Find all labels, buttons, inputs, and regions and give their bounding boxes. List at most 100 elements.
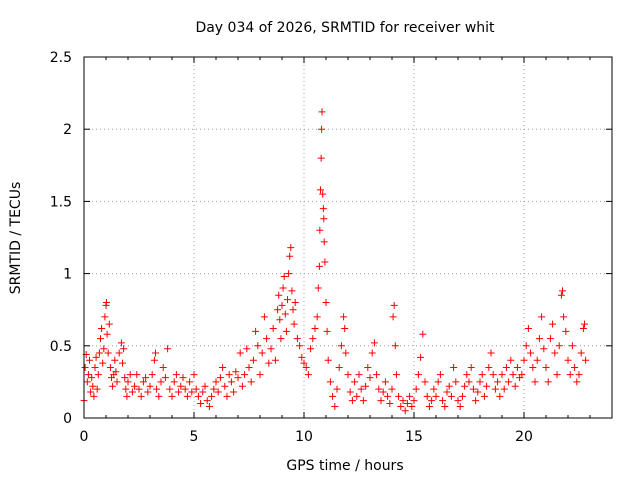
- data-point: [133, 371, 141, 379]
- data-point: [340, 313, 348, 321]
- data-point: [454, 397, 462, 405]
- data-point: [443, 388, 451, 396]
- data-point: [527, 349, 535, 357]
- data-point: [307, 345, 315, 353]
- data-point: [302, 363, 310, 371]
- data-point: [142, 374, 150, 382]
- data-point: [368, 349, 376, 357]
- data-point: [111, 356, 119, 364]
- data-point: [386, 400, 394, 408]
- x-tick-label: 0: [80, 429, 89, 445]
- data-point: [128, 388, 136, 396]
- data-point: [197, 400, 205, 408]
- data-point: [419, 330, 427, 338]
- data-point: [557, 291, 565, 299]
- data-point: [281, 310, 289, 318]
- data-point: [225, 371, 233, 379]
- data-point: [126, 371, 134, 379]
- data-point: [170, 378, 178, 386]
- data-point: [205, 402, 213, 410]
- data-point: [533, 356, 541, 364]
- data-point: [135, 385, 143, 393]
- data-point: [93, 385, 101, 393]
- data-point: [277, 335, 285, 343]
- data-point: [401, 407, 409, 415]
- data-point: [271, 356, 279, 364]
- data-point: [582, 356, 590, 364]
- data-point: [317, 154, 325, 162]
- data-point: [87, 388, 95, 396]
- data-point: [86, 356, 93, 364]
- data-point: [291, 298, 299, 306]
- data-point: [181, 385, 189, 393]
- data-point: [389, 313, 397, 321]
- data-point: [186, 378, 194, 386]
- data-point: [282, 327, 290, 335]
- data-point: [509, 371, 517, 379]
- data-point: [103, 330, 111, 338]
- data-point: [428, 397, 436, 405]
- data-point: [99, 359, 107, 367]
- y-tick-label: 2: [63, 122, 72, 138]
- data-point: [276, 316, 284, 324]
- data-point: [300, 359, 308, 367]
- data-point: [155, 392, 163, 400]
- data-point: [223, 392, 231, 400]
- data-point: [461, 382, 469, 390]
- data-point: [441, 402, 449, 410]
- data-point: [421, 378, 429, 386]
- data-point: [436, 371, 444, 379]
- data-point: [119, 359, 126, 367]
- data-point: [146, 382, 154, 390]
- plot-frame: [83, 56, 613, 419]
- data-point: [472, 397, 480, 405]
- data-point: [326, 378, 334, 386]
- data-point: [465, 378, 473, 386]
- data-point: [529, 363, 537, 371]
- data-point: [423, 392, 431, 400]
- data-point: [124, 378, 132, 386]
- data-point: [511, 382, 519, 390]
- data-point: [117, 339, 125, 347]
- data-point: [573, 378, 581, 386]
- data-point: [505, 378, 513, 386]
- data-point: [288, 287, 296, 295]
- data-point: [208, 392, 216, 400]
- data-point: [513, 363, 521, 371]
- data-point: [183, 392, 191, 400]
- data-point: [278, 301, 286, 309]
- data-point: [535, 335, 543, 343]
- data-point: [247, 378, 255, 386]
- data-point: [518, 371, 526, 379]
- data-point: [166, 385, 174, 393]
- data-point: [333, 385, 341, 393]
- data-point: [104, 349, 112, 357]
- data-point: [230, 388, 238, 396]
- data-point: [219, 363, 227, 371]
- data-point: [275, 291, 283, 299]
- data-point: [164, 345, 172, 353]
- data-point: [375, 385, 383, 393]
- data-point: [319, 205, 327, 213]
- data-point: [399, 397, 407, 405]
- data-point: [265, 359, 273, 367]
- data-point: [478, 371, 486, 379]
- data-point: [425, 402, 433, 410]
- data-point: [285, 270, 293, 278]
- data-point: [408, 402, 416, 410]
- data-point: [188, 388, 196, 396]
- data-point: [144, 388, 152, 396]
- data-point: [559, 287, 566, 295]
- data-point: [314, 284, 322, 292]
- data-point: [323, 327, 331, 335]
- data-point: [456, 402, 464, 410]
- y-tick-label: 2.5: [50, 50, 72, 66]
- data-point: [284, 296, 291, 304]
- data-point: [157, 378, 165, 386]
- data-point: [214, 388, 222, 396]
- y-tick-label: 0.5: [50, 339, 72, 355]
- data-point: [381, 378, 389, 386]
- data-points: [80, 108, 590, 415]
- x-tick-label: 15: [405, 429, 423, 445]
- data-point: [102, 298, 110, 306]
